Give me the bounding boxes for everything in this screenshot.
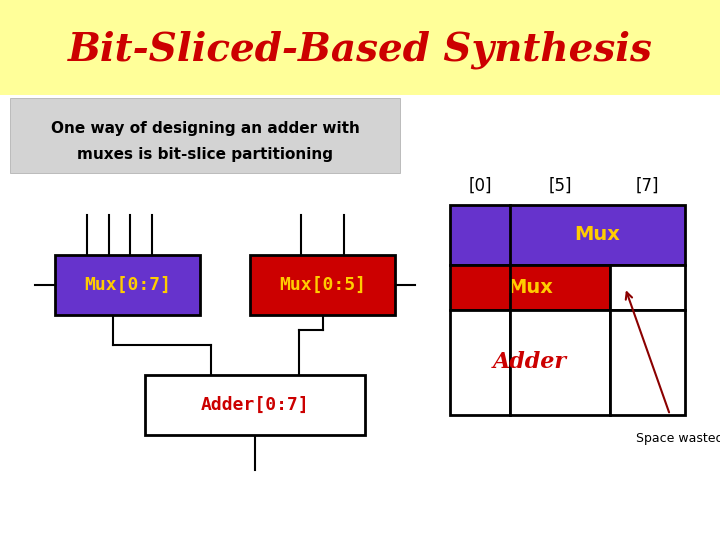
Bar — [10, 98, 400, 173]
Text: Space wasted: Space wasted — [636, 432, 720, 445]
Text: Mux[0:5]: Mux[0:5] — [279, 276, 366, 294]
Bar — [510, 310, 610, 415]
Bar — [610, 310, 685, 415]
Text: Mux: Mux — [507, 278, 553, 297]
Bar — [55, 255, 200, 315]
Text: Adder: Adder — [493, 352, 567, 374]
Text: [5]: [5] — [548, 177, 572, 195]
Text: muxes is bit-slice partitioning: muxes is bit-slice partitioning — [77, 147, 333, 163]
Bar — [0, 0, 720, 95]
Bar — [450, 265, 610, 310]
Text: [0]: [0] — [468, 177, 492, 195]
Text: One way of designing an adder with: One way of designing an adder with — [50, 120, 359, 136]
Text: Bit-Sliced-Based Synthesis: Bit-Sliced-Based Synthesis — [68, 31, 652, 69]
Bar — [610, 265, 685, 310]
Text: Mux: Mux — [575, 226, 621, 245]
Text: Adder[0:7]: Adder[0:7] — [201, 396, 310, 414]
Bar — [450, 310, 510, 415]
Bar — [450, 205, 685, 265]
Text: Mux[0:7]: Mux[0:7] — [84, 276, 171, 294]
Text: [7]: [7] — [636, 177, 660, 195]
Bar — [250, 255, 395, 315]
Bar — [145, 375, 365, 435]
